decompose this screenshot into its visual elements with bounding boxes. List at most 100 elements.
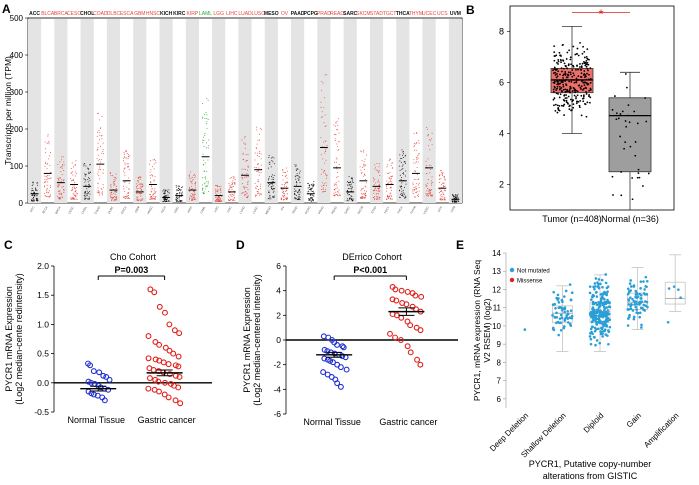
tpm-point-meso	[268, 182, 270, 184]
tpm-point-gbm	[142, 185, 144, 187]
tpm-point-thca	[403, 193, 405, 195]
tpm-point-chol	[87, 179, 89, 181]
expression-point-e	[640, 297, 643, 300]
tpm-point-cesc	[76, 198, 78, 200]
jitter-point-b	[559, 93, 562, 96]
tpm-point-blca	[48, 195, 50, 197]
tpm-point-stad	[375, 182, 377, 184]
tpm-point-brca	[59, 178, 61, 180]
tpm-point-gbm	[142, 186, 144, 188]
tpm-point-kirc	[176, 200, 178, 202]
tpm-point-tgct	[386, 190, 388, 192]
tpm-point-kirp	[192, 194, 194, 196]
tpm-point-pcpg	[313, 180, 315, 182]
tpm-point-brca	[58, 191, 60, 193]
xtick-skcm: SKCM	[356, 205, 364, 215]
tpm-point-skcm	[364, 173, 366, 175]
jitter-point-b	[637, 172, 640, 175]
tpm-point-tgct	[390, 165, 392, 167]
tpm-point-skcm	[363, 165, 365, 167]
expression-point-e	[605, 291, 608, 295]
tpm-point-prad	[320, 101, 322, 103]
jitter-point-b	[581, 62, 584, 65]
tpm-point-skcm	[360, 169, 362, 171]
tpm-point-chol	[87, 198, 89, 200]
data-point-c	[106, 376, 113, 383]
panel-label-d: D	[236, 238, 245, 252]
tpm-point-meso	[271, 156, 273, 158]
tpm-point-hnsc	[153, 180, 155, 182]
tpm-point-coad	[97, 171, 99, 173]
tpm-point-read	[336, 187, 338, 189]
expression-point-e	[563, 307, 567, 311]
tpm-point-gbm	[141, 199, 143, 201]
tpm-point-prad	[325, 185, 327, 187]
tpm-point-tgct	[389, 178, 391, 180]
expression-point-e	[568, 316, 572, 320]
data-point-c	[176, 374, 183, 380]
jitter-point-b	[586, 63, 588, 66]
tpm-point-gbm	[136, 183, 138, 185]
tpm-point-esca	[127, 165, 129, 167]
jitter-point-b	[565, 65, 567, 68]
tpm-point-luad	[242, 153, 244, 155]
tpm-point-thca	[399, 154, 401, 156]
tpm-point-tgct	[390, 198, 392, 200]
tpm-point-ucec	[426, 195, 428, 197]
tpm-point-coad	[101, 135, 103, 137]
tpm-point-lusc	[255, 147, 257, 149]
expression-point-e	[627, 308, 631, 311]
jitter-point-b	[584, 86, 587, 89]
tpm-point-skcm	[365, 182, 367, 184]
expression-point-e	[552, 290, 555, 294]
tpm-point-blca	[50, 177, 52, 179]
tpm-point-meso	[272, 177, 274, 179]
tpm-point-coad	[102, 153, 104, 155]
tpm-point-thym	[418, 140, 420, 142]
data-point-d	[334, 380, 341, 387]
tpm-point-brca	[59, 166, 61, 168]
tpm-point-thca	[402, 151, 404, 153]
expression-point-e	[630, 303, 633, 306]
tpm-point-read	[335, 122, 337, 124]
tpm-point-cesc	[74, 171, 76, 173]
tpm-point-thca	[402, 168, 404, 170]
expression-point-e	[603, 329, 606, 333]
jitter-point-b	[554, 109, 557, 112]
tpm-point-prad	[324, 151, 326, 153]
expression-point-e	[605, 306, 609, 309]
xtick-brca: BRCA	[54, 206, 62, 215]
tpm-point-lihc	[233, 198, 235, 200]
cancer-label-thym: THYM	[409, 11, 423, 17]
jitter-point-b	[561, 44, 564, 47]
tpm-point-coad	[98, 191, 100, 193]
tpm-point-pcpg	[312, 200, 314, 202]
tpm-point-cesc	[72, 166, 74, 168]
jitter-point-b	[554, 71, 557, 74]
tpm-point-lusc	[256, 129, 258, 131]
tpm-point-pcpg	[311, 184, 313, 186]
jitter-point-b	[567, 102, 569, 105]
data-point-d	[407, 349, 414, 356]
jitter-point-b	[583, 70, 586, 72]
expression-point-e	[557, 333, 560, 337]
tpm-point-brca	[63, 161, 65, 163]
tpm-point-gbm	[139, 183, 141, 185]
tpm-point-thym	[412, 193, 414, 195]
tpm-point-kirp	[194, 187, 196, 189]
tpm-point-gbm	[137, 177, 139, 179]
jitter-point-b	[560, 104, 563, 107]
jitter-point-b	[636, 176, 639, 179]
tpm-point-ov	[283, 192, 285, 194]
jitter-point-b	[625, 86, 628, 89]
tpm-point-paad	[295, 190, 297, 192]
tpm-point-ucec	[429, 138, 431, 140]
jitter-point-b	[582, 95, 585, 98]
tpm-point-thym	[416, 190, 418, 192]
expression-point-e	[560, 316, 564, 320]
tpm-point-lgg	[217, 189, 219, 191]
tpm-point-paad	[294, 188, 296, 190]
tpm-point-ucs	[443, 186, 445, 188]
tpm-point-esca	[124, 197, 126, 199]
